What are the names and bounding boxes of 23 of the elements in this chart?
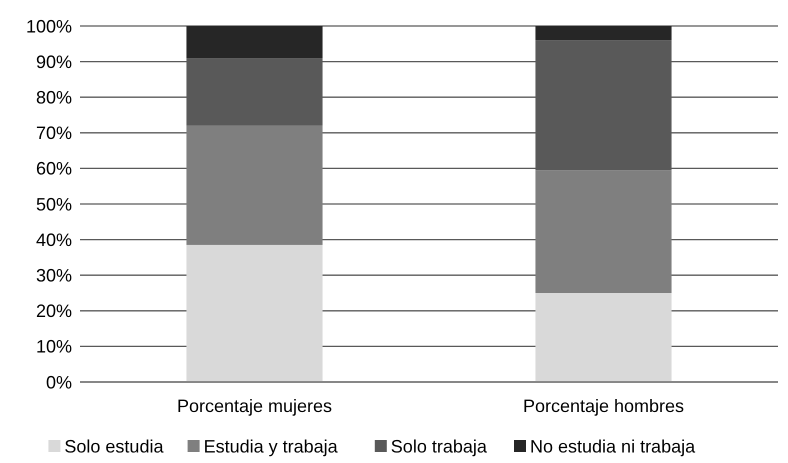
- bar: [535, 170, 672, 293]
- bar: [186, 126, 323, 245]
- bar: [186, 244, 323, 382]
- bar: [186, 26, 323, 58]
- legend-label: No estudia ni trabaja: [530, 436, 696, 456]
- legend-label: Estudia y trabaja: [204, 436, 339, 456]
- y-tick-label: 90%: [36, 52, 72, 72]
- bar: [535, 26, 672, 40]
- y-tick-label: 10%: [36, 336, 72, 357]
- legend-label: Solo estudia: [64, 436, 164, 456]
- y-tick-label: 100%: [26, 16, 72, 36]
- y-tick-label: 50%: [36, 194, 72, 214]
- y-tick-label: 30%: [36, 266, 72, 286]
- y-tick-label: 20%: [36, 301, 72, 322]
- y-tick-label: 70%: [36, 123, 72, 144]
- legend-label: Solo trabaja: [390, 436, 488, 456]
- y-tick-label: 60%: [36, 158, 72, 179]
- y-tick-label: 0%: [46, 372, 72, 392]
- x-tick-label: Porcentaje mujeres: [176, 396, 332, 416]
- y-tick-label: 80%: [36, 88, 72, 108]
- bar: [535, 293, 672, 382]
- x-tick-label: Porcentaje hombres: [522, 396, 684, 416]
- y-tick-label: 40%: [36, 230, 72, 250]
